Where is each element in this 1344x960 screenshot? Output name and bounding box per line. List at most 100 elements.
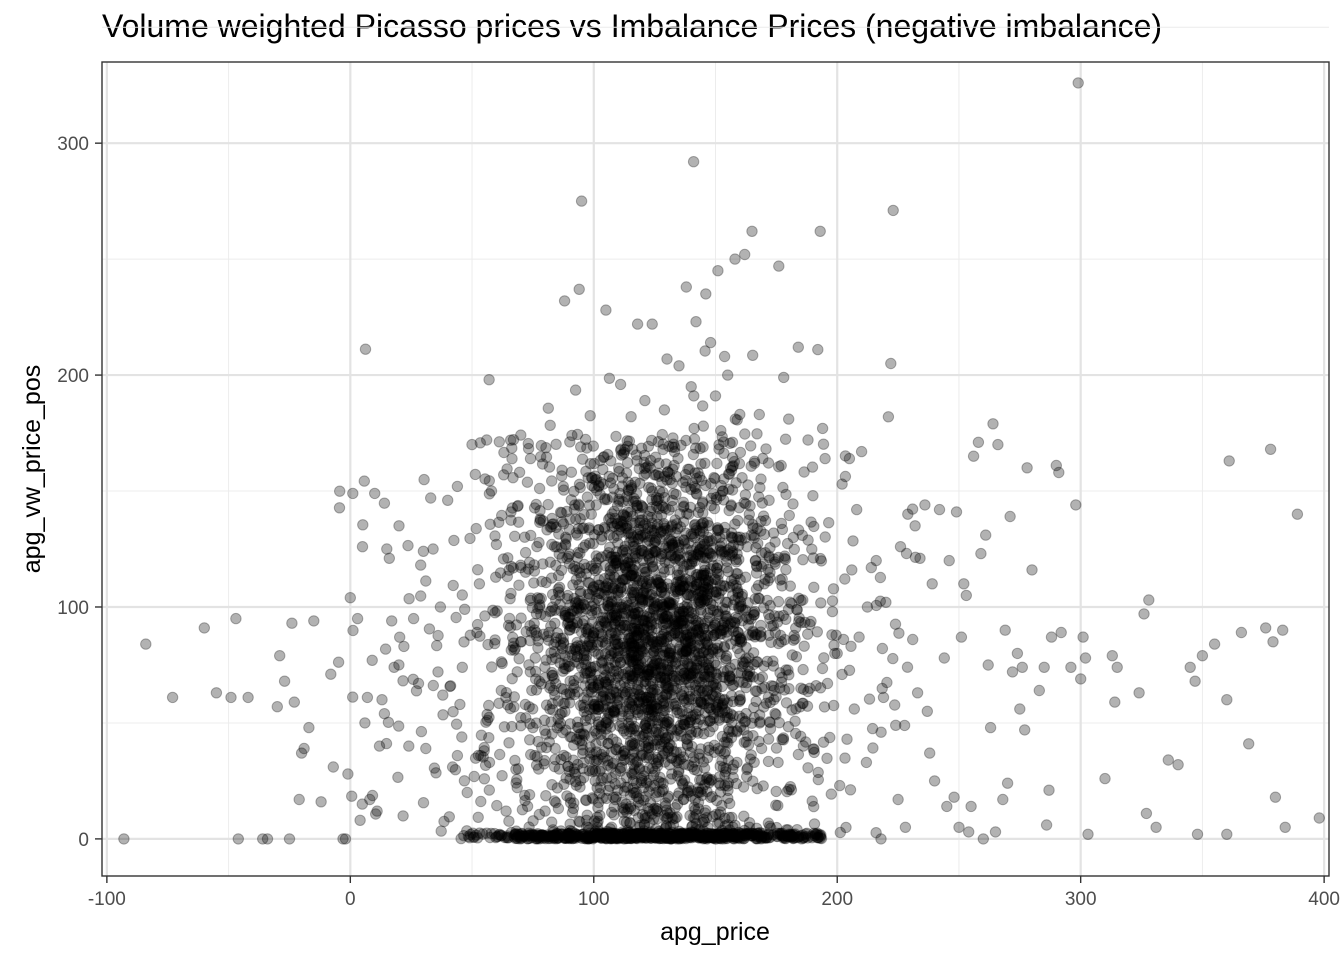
data-point [632,631,644,643]
data-point [608,646,620,658]
data-point [659,645,671,658]
data-point [166,691,179,704]
data-point [690,579,703,591]
data-point [748,529,760,541]
data-point [818,701,831,713]
data-point [632,638,644,650]
data-point [725,616,738,628]
data-point [1243,738,1255,750]
data-point [887,204,899,217]
data-point [634,638,646,650]
data-point [397,810,409,822]
data-point [778,371,790,384]
data-point [690,619,703,631]
data-point [471,618,484,631]
data-point [1109,696,1121,708]
data-point [730,553,742,566]
data-point [471,626,483,639]
data-point [669,553,681,565]
data-point [567,579,579,591]
data-point [567,605,580,617]
data-point [1050,459,1063,472]
data-point [728,759,740,771]
data-point [607,791,619,803]
data-point [592,480,605,493]
data-point [590,550,602,562]
data-point [629,476,641,488]
data-point [732,514,744,527]
data-point [591,592,603,605]
data-point [694,442,706,455]
data-point [743,652,755,664]
data-point [585,508,597,520]
data-point [293,793,305,806]
data-point [496,770,508,782]
data-point [624,686,636,698]
data-point [536,458,549,470]
data-point [748,702,760,714]
data-point [672,452,684,465]
data-point [863,693,876,705]
data-point [660,502,672,515]
data-point [681,733,693,745]
data-point [442,494,454,506]
data-point [560,539,572,551]
data-point [589,775,601,787]
data-point [567,802,580,815]
data-point [674,641,686,653]
data-point [889,699,901,711]
data-point [754,481,766,494]
data-point [722,369,734,381]
data-point [781,537,794,550]
data-point [659,528,671,541]
data-point [764,542,776,554]
data-point [610,736,623,748]
data-point [597,615,610,627]
data-point [827,583,840,595]
data-point [583,522,595,534]
data-point [558,749,570,762]
data-point [697,656,710,668]
data-point [866,722,879,735]
data-point [547,704,559,716]
data-point [980,529,992,541]
data-point [118,833,130,845]
data-point [846,564,858,576]
data-point [361,691,374,704]
data-point [634,830,647,842]
data-point [743,817,756,829]
data-point [589,725,601,737]
data-point [508,701,520,713]
data-point [1099,772,1111,785]
data-point [870,554,882,567]
data-point [382,716,395,728]
data-point [681,558,693,571]
data-point [658,696,671,709]
data-point [651,723,663,735]
data-point [612,784,624,796]
data-point [712,265,724,277]
data-point [600,304,612,316]
data-point [643,752,655,764]
data-point [540,699,553,711]
data-point [588,645,600,657]
x-tick-label: 400 [1308,889,1340,910]
data-point [1018,724,1031,736]
data-point [572,758,584,771]
data-point [563,624,576,636]
data-point [568,688,581,701]
data-point [783,783,795,795]
data-point [1189,675,1201,687]
data-point [685,381,697,393]
data-point [807,743,819,755]
data-point [967,450,980,462]
data-point [670,755,682,767]
data-point [624,817,636,829]
data-point [899,821,912,833]
data-point [618,815,630,827]
data-point [493,697,505,709]
data-point [714,745,727,757]
data-point [551,782,563,794]
data-point [653,577,665,589]
data-point [585,731,597,743]
